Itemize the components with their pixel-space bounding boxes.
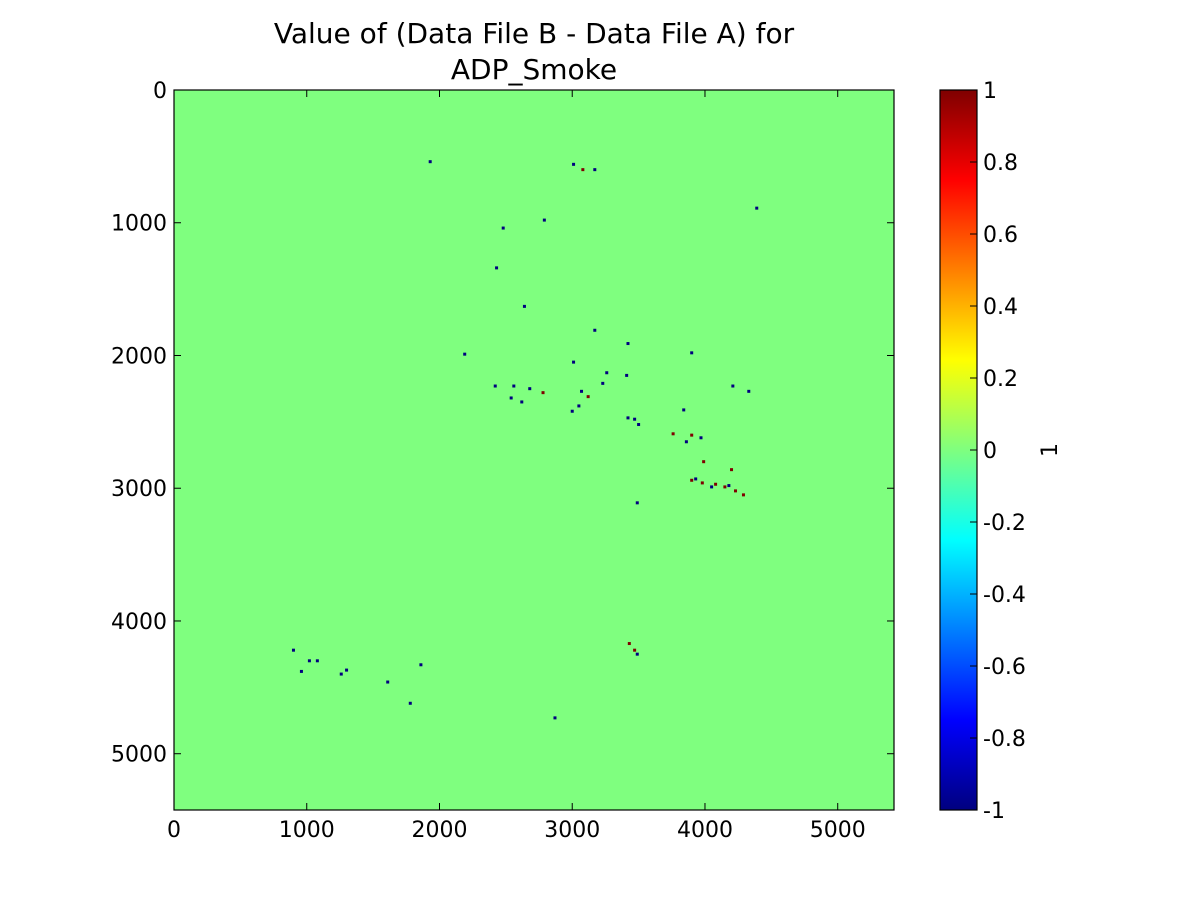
colorbar-tick-label: 0 xyxy=(983,439,997,464)
difference-point xyxy=(419,663,423,667)
difference-point xyxy=(633,648,637,652)
colorbar-tick-label: -0.6 xyxy=(983,655,1026,680)
difference-point xyxy=(690,433,694,437)
difference-point xyxy=(593,168,597,172)
x-axis: 0 1000 2000 3000 4000 5000 xyxy=(167,90,866,843)
difference-point xyxy=(684,440,688,444)
colorbar-tick-label: 1 xyxy=(983,79,997,104)
difference-point xyxy=(520,400,524,404)
y-tick-label: 4000 xyxy=(111,610,167,635)
difference-point xyxy=(605,371,609,375)
difference-point xyxy=(671,432,675,436)
colorbar-tick-label: 0.8 xyxy=(983,151,1018,176)
colorbar-tick-label: 0.6 xyxy=(983,223,1018,248)
colorbar-axis: 1 0.8 0.6 0.4 0.2 0 -0.2 -0.4 -0.6 -0.8 -1 xyxy=(970,79,1026,824)
colorbar-tick-label: -0.8 xyxy=(983,727,1026,752)
chart-title-line-1: Value of (Data File B - Data File A) for xyxy=(274,17,795,50)
difference-point xyxy=(463,352,467,356)
colorbar-tick-label: -0.4 xyxy=(983,583,1026,608)
difference-point xyxy=(291,648,295,652)
difference-point xyxy=(339,672,343,676)
difference-point xyxy=(345,668,349,672)
difference-point xyxy=(690,478,694,482)
colorbar-tick-label: -0.2 xyxy=(983,511,1026,536)
difference-point xyxy=(694,477,698,481)
difference-point xyxy=(635,652,639,656)
difference-point xyxy=(572,360,576,364)
difference-point xyxy=(734,489,738,493)
x-tick-label: 0 xyxy=(167,818,181,843)
difference-point xyxy=(495,266,499,270)
colorbar-tick-label: -1 xyxy=(983,799,1005,824)
difference-point xyxy=(714,482,718,486)
difference-point xyxy=(723,485,727,489)
difference-point xyxy=(727,484,731,488)
difference-point xyxy=(710,485,714,489)
difference-point xyxy=(755,206,759,210)
difference-point xyxy=(509,396,513,400)
y-tick-label: 0 xyxy=(153,79,167,104)
x-tick-label: 5000 xyxy=(810,818,866,843)
difference-point xyxy=(702,460,706,464)
difference-point xyxy=(512,384,516,388)
plot-frame xyxy=(173,89,895,811)
x-tick-label: 3000 xyxy=(544,818,600,843)
difference-point xyxy=(700,481,704,485)
difference-points-layer xyxy=(291,160,759,720)
difference-point xyxy=(493,384,497,388)
difference-point xyxy=(570,409,574,413)
difference-point xyxy=(635,501,639,505)
difference-point xyxy=(593,328,597,332)
difference-point xyxy=(577,404,581,408)
difference-point xyxy=(626,342,630,346)
difference-point xyxy=(299,669,303,673)
y-axis: 0 1000 2000 3000 4000 5000 xyxy=(111,79,894,768)
difference-point xyxy=(428,160,432,164)
difference-point xyxy=(626,416,630,420)
heatmap-background xyxy=(174,90,894,810)
difference-point xyxy=(522,304,526,308)
difference-point xyxy=(528,387,532,391)
difference-point xyxy=(408,701,412,705)
difference-point xyxy=(553,716,557,720)
difference-point xyxy=(625,373,629,377)
difference-point xyxy=(731,384,735,388)
difference-point xyxy=(580,389,584,393)
difference-point xyxy=(627,642,631,646)
colorbar-label: 1 xyxy=(1038,443,1063,457)
x-tick-label: 2000 xyxy=(411,818,467,843)
difference-point xyxy=(637,423,641,427)
colorbar-tick-label: 0.4 xyxy=(983,295,1018,320)
y-tick-label: 3000 xyxy=(111,477,167,502)
difference-point xyxy=(501,226,505,230)
difference-point xyxy=(315,659,319,663)
y-tick-label: 1000 xyxy=(111,212,167,237)
difference-point xyxy=(572,162,576,166)
x-tick-label: 1000 xyxy=(279,818,335,843)
difference-point xyxy=(741,493,745,497)
difference-point xyxy=(730,468,734,472)
difference-point xyxy=(633,417,637,421)
difference-point xyxy=(690,351,694,355)
colorbar-tick-label: 0.2 xyxy=(983,367,1018,392)
difference-point xyxy=(542,218,546,222)
y-tick-label: 2000 xyxy=(111,344,167,369)
difference-point xyxy=(581,168,585,172)
difference-point xyxy=(747,389,751,393)
difference-point xyxy=(307,659,311,663)
chart-title-line-2: ADP_Smoke xyxy=(451,53,617,86)
difference-point xyxy=(682,408,686,412)
difference-point xyxy=(386,680,390,684)
x-tick-label: 4000 xyxy=(677,818,733,843)
difference-point xyxy=(586,395,590,399)
difference-point xyxy=(699,436,703,440)
difference-point xyxy=(541,391,545,395)
difference-point xyxy=(601,381,605,385)
y-tick-label: 5000 xyxy=(111,743,167,768)
